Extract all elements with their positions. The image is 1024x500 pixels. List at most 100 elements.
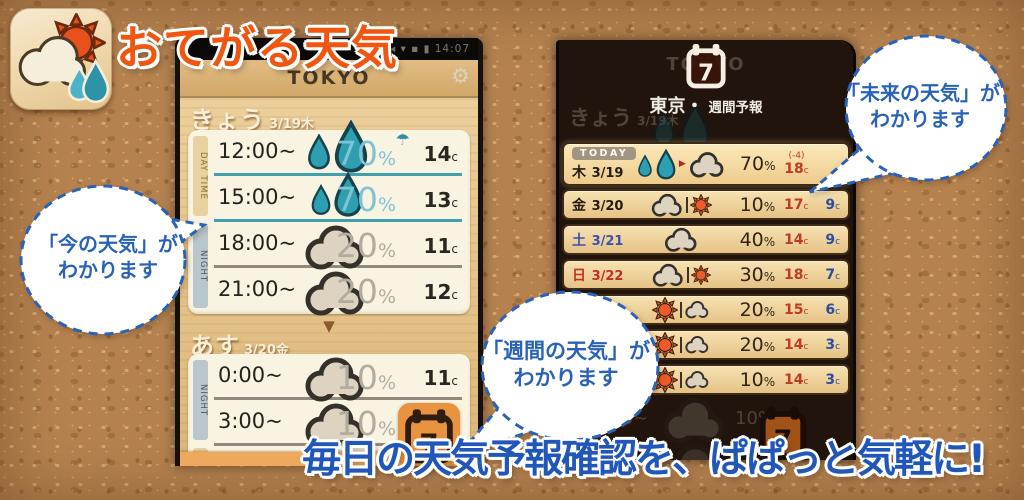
icon-separator bbox=[687, 266, 690, 283]
weekly-row[interactable]: 日 3/22 30% 18c 7c bbox=[562, 259, 850, 290]
temp-unit: c bbox=[803, 341, 809, 352]
cloud-icon bbox=[637, 227, 725, 252]
weekly-percent: 10 bbox=[739, 368, 764, 391]
percent-unit: % bbox=[763, 199, 776, 214]
bubble-text: 「未来の天気」が わかります bbox=[840, 81, 1000, 131]
icon-separator bbox=[686, 196, 689, 213]
hour-time: 15:00~ bbox=[218, 185, 297, 209]
percent-unit: % bbox=[377, 286, 396, 308]
percent-unit: % bbox=[763, 374, 776, 389]
hour-time: 21:00~ bbox=[218, 277, 297, 301]
temp-unit: c bbox=[835, 236, 841, 247]
status-time: 14:07 bbox=[434, 43, 470, 55]
hour-row: 3:00~ 10% bbox=[214, 400, 462, 446]
rain-then-cloud-icon: ▶ bbox=[637, 149, 726, 180]
section-today-label: きょう bbox=[190, 106, 265, 134]
low-temp: 3 bbox=[825, 371, 836, 388]
sun-cloud-icon bbox=[637, 332, 725, 358]
day-date: 3/21 bbox=[591, 233, 624, 249]
raindrops-icon bbox=[67, 58, 110, 104]
day-name: 木 bbox=[572, 165, 586, 181]
day-date: 3/20 bbox=[591, 198, 624, 214]
percent-unit: % bbox=[763, 339, 776, 354]
temp-unit: c bbox=[451, 288, 458, 302]
app-header: TOKYO ⚙ bbox=[180, 60, 478, 98]
high-temp: 14 bbox=[784, 336, 804, 353]
daytime-tab: DAY TIME bbox=[193, 136, 208, 216]
percent-unit: % bbox=[377, 240, 396, 262]
weekly-percent: 10 bbox=[739, 193, 764, 216]
temp-unit: c bbox=[451, 374, 458, 388]
percent-unit: % bbox=[763, 234, 776, 249]
hour-row: 18:00~ 20% 11c bbox=[214, 222, 462, 268]
transition-arrow-icon: ▶ bbox=[678, 158, 686, 169]
phone-screenshot-hourly: ◂ ▾ ▪ ▮ 14:07 TOKYO ⚙ きょう 3/19木 DAY TIME … bbox=[175, 38, 483, 466]
weekly-forecast-button[interactable] bbox=[757, 404, 809, 460]
temp-value: 12 bbox=[423, 280, 452, 304]
percent-unit: % bbox=[764, 159, 776, 173]
temp-diff-note: (-4) bbox=[788, 151, 805, 161]
temp-unit: c bbox=[803, 236, 809, 247]
temp-unit: c bbox=[835, 341, 841, 352]
weekly-header: 東京・ 週間予報 bbox=[559, 92, 853, 118]
temp-value: 14 bbox=[423, 142, 452, 166]
high-temp: 15 bbox=[784, 301, 804, 318]
icon-separator bbox=[680, 336, 683, 353]
percent-unit: % bbox=[377, 372, 396, 394]
status-bar: ◂ ▾ ▪ ▮ 14:07 bbox=[180, 38, 478, 60]
temp-unit: c bbox=[835, 376, 841, 387]
high-temp: 17 bbox=[784, 196, 804, 213]
weekly-percent: 20 bbox=[739, 298, 764, 321]
night-tab: NIGHT bbox=[193, 360, 208, 440]
city-title: TOKYO bbox=[287, 67, 371, 89]
percent-unit: % bbox=[763, 269, 776, 284]
calendar-7-icon bbox=[685, 42, 727, 90]
precip-percent: 70 bbox=[335, 134, 378, 173]
hour-time: 12:00~ bbox=[218, 139, 297, 163]
low-temp: 9 bbox=[825, 231, 836, 248]
today-badge: TODAY bbox=[572, 147, 637, 160]
day-name: 金 bbox=[572, 197, 586, 214]
percent-unit: % bbox=[377, 418, 396, 440]
weekly-row-today[interactable]: TODAY 木 3/19 ▶ 70% (-4) 18c bbox=[562, 142, 850, 186]
hour-row: 0:00~ 10% 11c bbox=[214, 354, 462, 400]
weekly-row[interactable]: 金 3/20 10% 17c 9c bbox=[562, 189, 850, 220]
temp-value: 11 bbox=[423, 366, 452, 390]
dimmed-today-label: きょう bbox=[569, 106, 632, 130]
day-date: 3/19 bbox=[591, 166, 624, 181]
percent-unit: % bbox=[763, 304, 776, 319]
bubble-now-weather: 「今の天気」が わかります bbox=[8, 175, 208, 345]
hour-row: 21:00~ 20% 12c bbox=[214, 268, 462, 314]
gear-icon[interactable]: ⚙ bbox=[451, 64, 470, 88]
hour-row: 15:00~ 70% 13c bbox=[214, 176, 462, 222]
weekly-row[interactable]: 土 3/21 40% 14c 9c bbox=[562, 224, 850, 255]
temp-unit: c bbox=[451, 150, 458, 164]
low-temp: 3 bbox=[825, 336, 836, 353]
status-icons: ◂ ▾ ▪ ▮ bbox=[389, 43, 431, 55]
temp-unit: c bbox=[803, 166, 809, 176]
cloud-sun-icon bbox=[637, 193, 725, 217]
promo-headline: 毎日の天気予報確認を、ぱぱっと気軽に! bbox=[302, 437, 986, 482]
umbrella-icon: ☂ bbox=[395, 130, 410, 149]
high-temp: 18 bbox=[784, 161, 804, 177]
cloud-sun-icon bbox=[637, 263, 725, 287]
hour-time: 18:00~ bbox=[218, 231, 297, 255]
day-date: 3/22 bbox=[591, 268, 624, 284]
cloud-icon bbox=[18, 36, 86, 87]
bubble-text: 「今の天気」が わかります bbox=[38, 232, 178, 282]
temp-unit: c bbox=[803, 306, 809, 317]
bubble-future-weather: 「未来の天気」が わかります bbox=[798, 28, 1018, 206]
precip-percent: 70 bbox=[335, 180, 378, 219]
weekly-forecast-button[interactable] bbox=[396, 401, 462, 467]
weekly-header-label: 週間予報 bbox=[708, 100, 763, 116]
temp-unit: c bbox=[803, 376, 809, 387]
low-temp: 7 bbox=[825, 266, 836, 283]
app-icon bbox=[10, 8, 112, 110]
temp-unit: c bbox=[835, 271, 841, 282]
sun-cloud-icon bbox=[637, 367, 725, 393]
section-today-date: 3/19木 bbox=[269, 117, 314, 132]
night-tab: NIGHT bbox=[193, 224, 208, 308]
precip-percent: 20 bbox=[335, 272, 378, 311]
scroll-down-arrow-icon: ▼ bbox=[323, 317, 335, 335]
